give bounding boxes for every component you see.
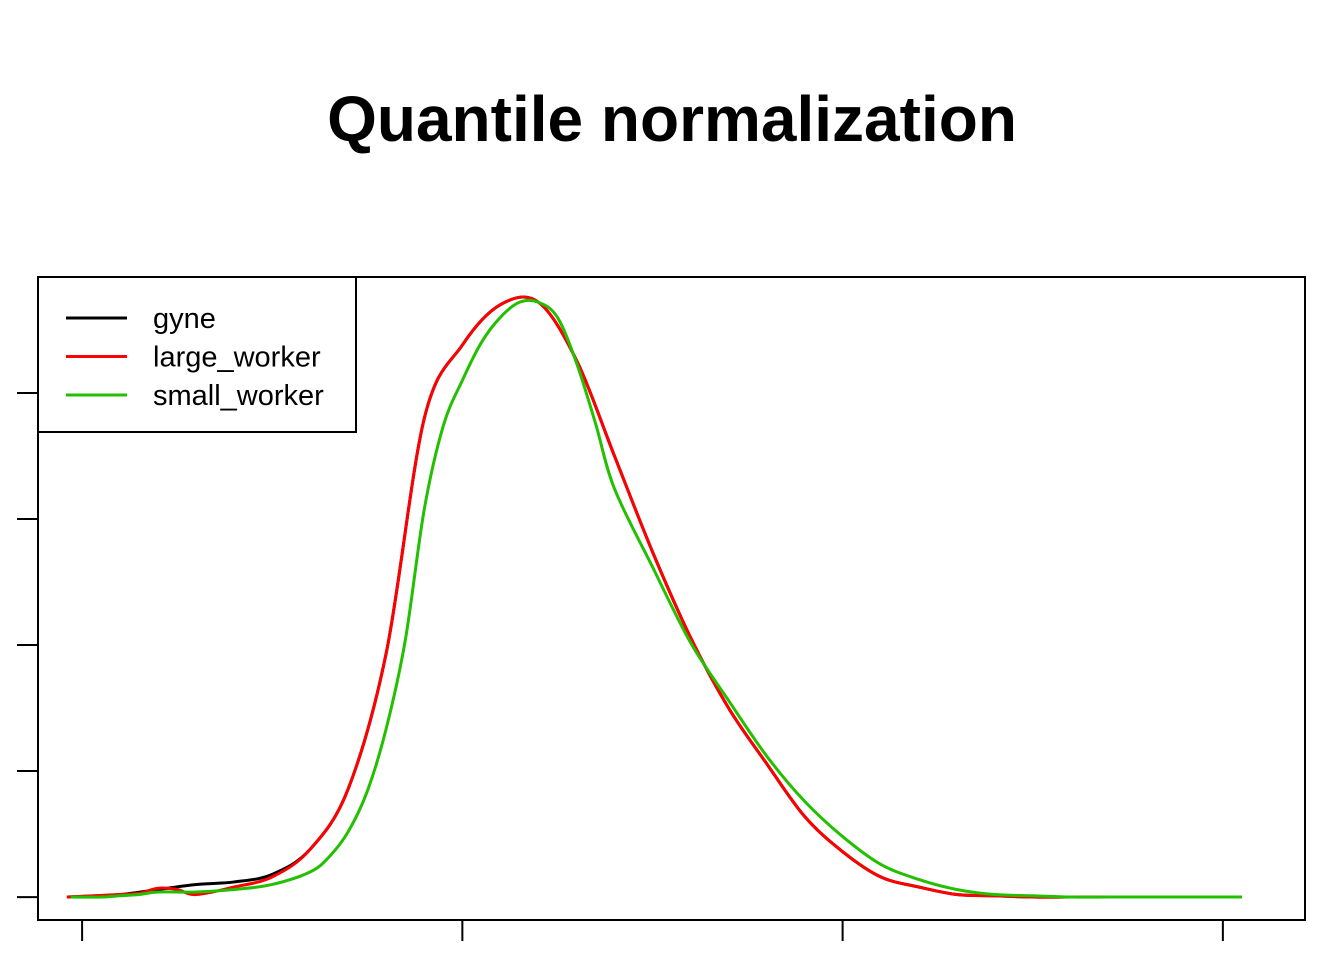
axis-ticks: [17, 391, 1224, 941]
legend-label-large-worker: large_worker: [153, 342, 321, 374]
legend-label-small-worker: small_worker: [153, 380, 324, 412]
legend-box: [37, 276, 357, 433]
series-line-small-worker: [70, 298, 1242, 899]
series-lines: [66, 295, 1242, 899]
legend: gyne large_worker small_worker: [37, 276, 357, 433]
legend-label-gyne: gyne: [153, 303, 216, 335]
chart-title: Quantile normalization: [327, 83, 1017, 155]
plot-box: [37, 276, 1306, 921]
